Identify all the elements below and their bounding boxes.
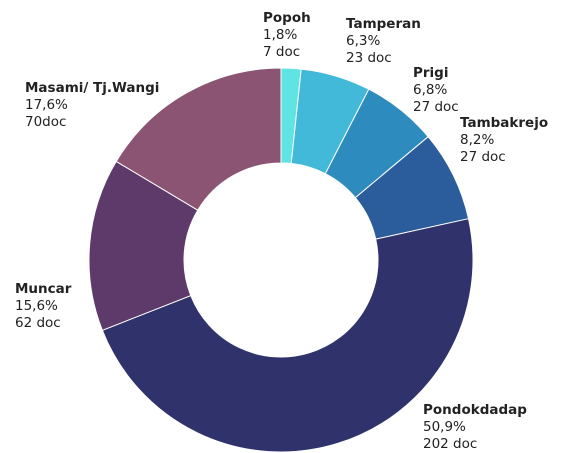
slice-percent: 8,2% bbox=[460, 132, 494, 148]
slice-count: 7 doc bbox=[263, 44, 300, 60]
donut-slice bbox=[115, 67, 282, 211]
slice-percent: 1,8% bbox=[263, 27, 297, 43]
slice-name: Popoh bbox=[263, 10, 311, 26]
slice-name: Masami/ Tj.Wangi bbox=[25, 80, 159, 96]
slice-count: 62 doc bbox=[15, 315, 61, 331]
slice-count: 202 doc bbox=[423, 436, 477, 452]
slice-count: 23 doc bbox=[346, 50, 392, 66]
slice-count: 27 doc bbox=[460, 149, 506, 165]
slice-percent: 50,9% bbox=[423, 419, 466, 435]
slice-name: Prigi bbox=[413, 65, 448, 81]
slice-name: Tambakrejo bbox=[460, 115, 548, 131]
slice-name: Tamperan bbox=[346, 16, 421, 32]
slice-name: Muncar bbox=[15, 281, 72, 297]
slice-count: 70doc bbox=[25, 114, 66, 130]
donut-slice bbox=[88, 160, 199, 331]
slice-count: 27 doc bbox=[413, 99, 459, 115]
slice-percent: 15,6% bbox=[15, 298, 58, 314]
slice-percent: 6,8% bbox=[413, 82, 447, 98]
slice-name: Pondokdadap bbox=[423, 402, 527, 418]
slice-percent: 6,3% bbox=[346, 33, 380, 49]
slice-percent: 17,6% bbox=[25, 97, 68, 113]
donut-slice bbox=[101, 218, 474, 453]
